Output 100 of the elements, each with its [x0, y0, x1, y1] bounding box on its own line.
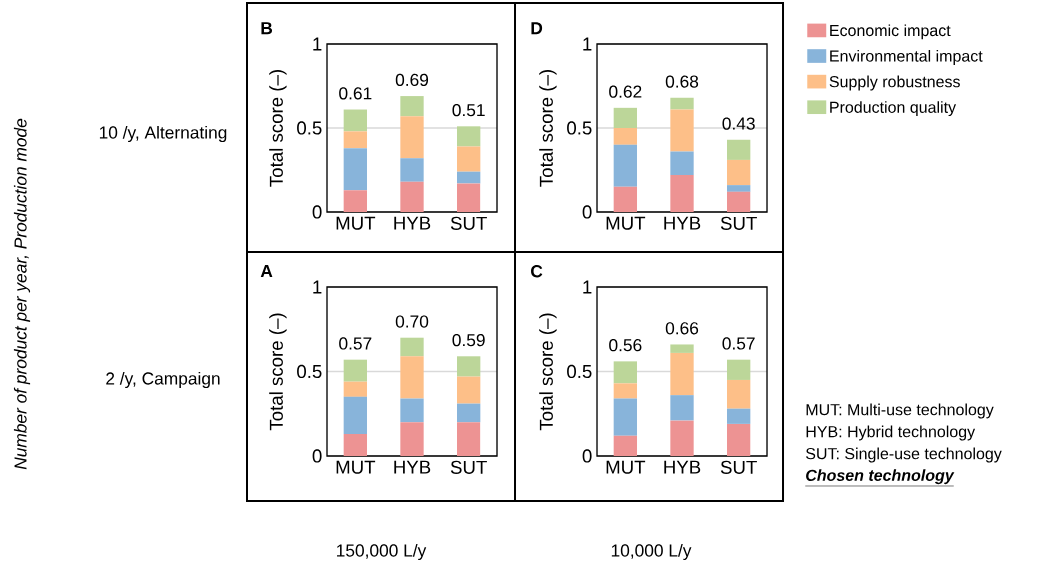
y-axis-title: Total score (–): [539, 313, 557, 431]
bar: [727, 139, 751, 160]
bar: [613, 127, 638, 145]
text: 10 /y, Alternating: [99, 125, 227, 143]
total-label: 0.56: [609, 339, 642, 352]
total-label: 0.70: [395, 315, 429, 328]
bar: [343, 434, 367, 456]
bar: [613, 107, 638, 128]
bar: [457, 422, 481, 456]
bar: [727, 408, 751, 424]
bar: [343, 109, 367, 132]
x-tick-label: HYB: [664, 460, 701, 474]
y-tick-label: 1: [313, 280, 322, 294]
bar: [613, 361, 638, 384]
bar: [343, 190, 367, 212]
bar: [727, 159, 751, 186]
bar: [727, 423, 751, 456]
x-tick-label: MUT: [606, 216, 646, 230]
total-label: 0.66: [665, 322, 699, 335]
legend-label: Supply robustness: [829, 75, 960, 91]
chart-title: C: [531, 265, 543, 278]
chart-title: D: [531, 22, 543, 35]
chart-title: B: [261, 22, 273, 35]
y-tick-label: 0.5: [297, 364, 322, 379]
y-tick-label: 0: [582, 205, 592, 219]
bar: [457, 171, 481, 184]
chart-title: A: [260, 265, 273, 278]
x-tick-label: MUT: [336, 460, 376, 474]
bar: [613, 144, 638, 187]
x-tick-label: HYB: [394, 216, 431, 230]
bar: [613, 383, 638, 399]
bar: [670, 97, 694, 110]
bar: [670, 352, 694, 396]
y-tick-label: 0: [312, 205, 322, 219]
y-tick-label: 0: [582, 449, 592, 463]
text: 150,000 L/y: [337, 543, 427, 561]
legend-label: Economic impact: [830, 24, 951, 40]
text: HYB: Hybrid technology: [806, 425, 976, 441]
bar: [400, 356, 424, 399]
bar: [400, 181, 424, 212]
bar: [670, 151, 694, 176]
x-tick-label: MUT: [606, 460, 646, 474]
bar: [400, 422, 424, 456]
bar: [457, 403, 481, 423]
x-tick-label: SUT: [450, 216, 487, 230]
y-tick-label: 0: [312, 449, 322, 463]
bar: [457, 356, 481, 377]
legend-label: Environmental impact: [830, 50, 983, 65]
bar: [670, 109, 694, 152]
bar: [457, 146, 481, 172]
bar: [400, 398, 424, 423]
x-tick-label: HYB: [664, 216, 701, 230]
bar: [343, 381, 367, 397]
total-label: 0.57: [339, 337, 372, 350]
y-tick-label: 0.5: [567, 364, 592, 379]
bar: [613, 435, 638, 456]
y-tick-label: 1: [583, 37, 592, 51]
bar: [670, 395, 694, 421]
bar: [727, 191, 751, 212]
bar: [727, 185, 751, 192]
bar: [400, 158, 424, 182]
y-tick-label: 0.5: [567, 121, 592, 135]
y-axis-title: Total score (–): [539, 70, 557, 187]
y-axis-title: Total score (–): [269, 313, 287, 431]
text: MUT: Multi-use technology: [806, 403, 994, 419]
bar: [613, 398, 638, 436]
total-label: 0.68: [665, 75, 699, 88]
bar: [457, 376, 481, 404]
bar: [343, 131, 367, 149]
y-axis-title: Total score (–): [269, 70, 287, 187]
bar: [670, 175, 694, 212]
total-label: 0.43: [722, 117, 755, 130]
y-tick-label: 1: [583, 280, 592, 294]
bar: [613, 186, 638, 212]
bar: [400, 116, 424, 159]
bar: [343, 396, 367, 435]
bar: [400, 337, 424, 357]
total-label: 0.62: [609, 85, 642, 98]
text: 2 /y, Campaign: [106, 371, 220, 389]
x-tick-label: SUT: [720, 216, 757, 230]
bar: [727, 359, 751, 380]
x-tick-label: HYB: [394, 460, 431, 474]
total-label: 0.57: [722, 337, 755, 350]
text: Number of product per year, Production mode: [13, 118, 31, 470]
total-label: 0.61: [339, 87, 372, 100]
bar: [343, 359, 367, 382]
bar: [457, 183, 481, 212]
text: Chosen technology: [806, 469, 955, 485]
total-label: 0.51: [452, 103, 485, 117]
y-tick-label: 1: [313, 37, 322, 51]
x-tick-label: SUT: [450, 460, 487, 474]
bar: [457, 126, 481, 147]
text: 10,000 L/y: [611, 543, 692, 561]
bar: [400, 96, 424, 117]
bar: [670, 420, 694, 456]
x-tick-label: MUT: [336, 216, 376, 230]
bar: [670, 344, 694, 353]
bar: [727, 379, 751, 409]
bar: [343, 148, 367, 191]
legend-label: Production quality: [830, 101, 957, 117]
